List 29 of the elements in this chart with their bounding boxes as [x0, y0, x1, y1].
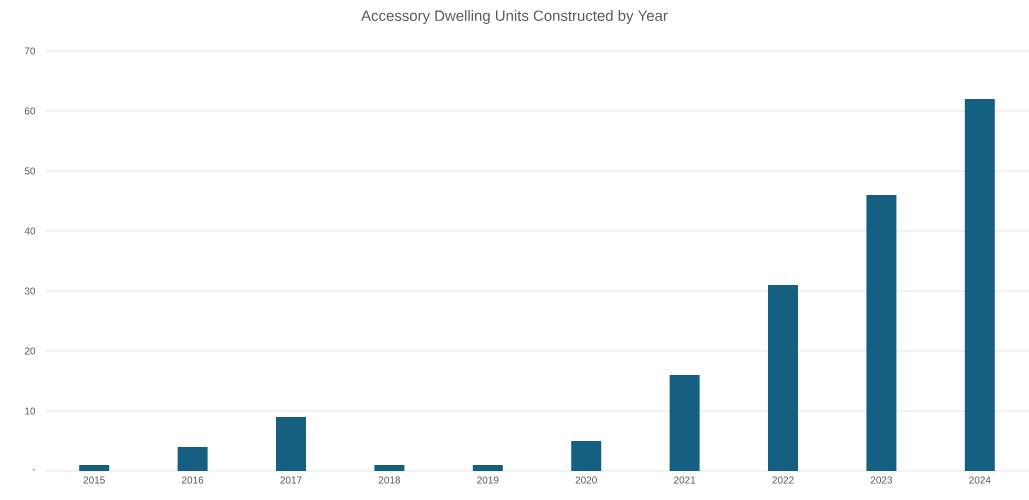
x-tick-label: 2019 — [477, 476, 499, 484]
bar — [276, 416, 307, 471]
y-tick-label: 20 — [24, 347, 36, 355]
y-tick-label: 30 — [24, 287, 36, 295]
x-tick-label: 2017 — [280, 476, 302, 484]
x-tick-label: 2016 — [182, 476, 204, 484]
bar — [768, 284, 799, 471]
y-tick-label: 10 — [25, 407, 36, 415]
y-tick-label: 40 — [24, 227, 36, 235]
y-tick-label: 70 — [24, 47, 36, 55]
y-tick-label: - — [32, 469, 36, 471]
x-tick-label: 2021 — [674, 476, 696, 484]
x-tick-label: 2022 — [772, 476, 794, 484]
y-tick-label: 50 — [24, 167, 36, 175]
bar — [669, 374, 700, 471]
x-tick-label: 2018 — [378, 476, 401, 484]
bar — [374, 464, 405, 471]
bar — [472, 464, 503, 471]
bar — [177, 446, 208, 471]
x-tick-label: 2023 — [870, 476, 893, 484]
x-tick-label: 2015 — [83, 476, 105, 484]
bar — [571, 440, 602, 471]
bar — [79, 464, 110, 471]
bar — [964, 98, 995, 471]
chart-title: Accessory Dwelling Units Constructed by Year — [361, 10, 668, 24]
x-tick-label: 2020 — [575, 476, 597, 484]
x-tick-label: 2024 — [969, 476, 991, 484]
y-tick-label: 60 — [24, 107, 36, 115]
bar — [866, 194, 897, 471]
